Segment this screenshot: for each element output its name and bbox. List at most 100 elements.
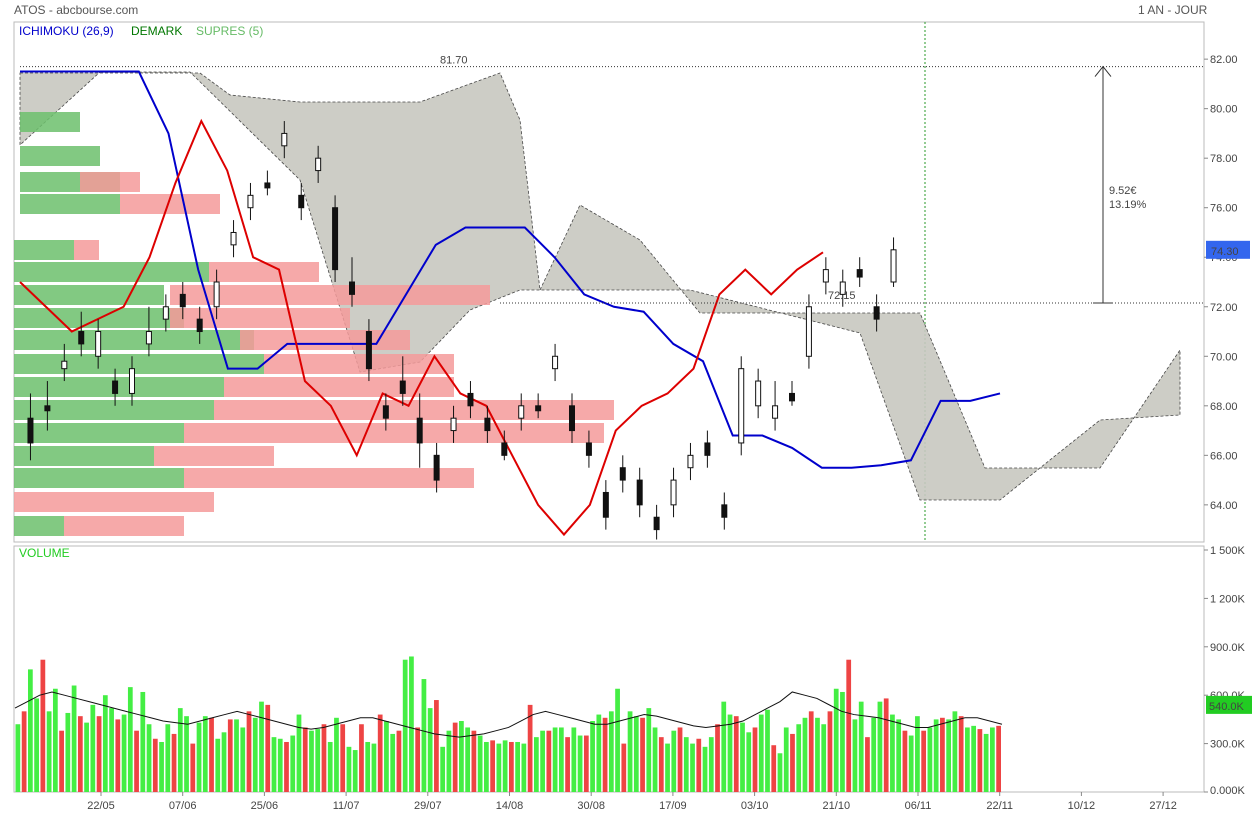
- volume-bar: [96, 716, 102, 792]
- supres-bar: [64, 516, 184, 536]
- candle-body: [501, 442, 508, 456]
- candle-body: [518, 405, 525, 419]
- volume-bar: [852, 719, 858, 792]
- volume-bar: [665, 743, 670, 792]
- date-tick-label: 10/12: [1068, 800, 1096, 812]
- supres-bar: [184, 468, 474, 488]
- high-level-label: 81.70: [440, 55, 468, 67]
- candle-body: [721, 504, 728, 518]
- volume-bar: [271, 737, 277, 792]
- last-volume-badge: [1206, 695, 1252, 714]
- volume-bar: [134, 730, 139, 792]
- volume-bar: [690, 743, 695, 792]
- volume-bar: [365, 741, 371, 792]
- supres-bar: [14, 400, 214, 420]
- candle-body: [27, 417, 34, 444]
- supres-bar: [14, 377, 224, 397]
- volume-bar: [302, 727, 308, 792]
- volume-tick-label: 300.0K: [1210, 739, 1246, 751]
- candle-body: [670, 479, 677, 506]
- volume-bar: [127, 687, 133, 792]
- candle-body: [95, 331, 102, 357]
- volume-bar: [608, 711, 614, 792]
- date-tick-label: 03/10: [741, 800, 769, 812]
- candle-body: [755, 380, 762, 407]
- volume-bar: [352, 750, 358, 792]
- volume-bar: [152, 738, 158, 792]
- supres-bar: [74, 240, 99, 260]
- volume-bar: [159, 741, 164, 792]
- candle-body: [653, 516, 660, 531]
- volume-bar: [59, 730, 64, 792]
- volume-bar: [121, 714, 127, 792]
- volume-bar: [21, 711, 27, 792]
- volume-bar: [996, 725, 1001, 792]
- candle-body: [315, 157, 322, 172]
- candle-body: [585, 442, 592, 456]
- legend-supres[interactable]: SUPRES (5): [196, 24, 264, 38]
- candle-body: [332, 207, 339, 271]
- legend-volume[interactable]: VOLUME: [19, 546, 70, 560]
- volume-bar: [971, 725, 977, 792]
- volume-bar: [421, 679, 427, 792]
- date-tick-label: 22/11: [986, 800, 1013, 812]
- volume-bar: [933, 719, 939, 792]
- volume-bar: [409, 656, 414, 792]
- volume-bar: [396, 730, 402, 792]
- candle-body: [145, 331, 152, 345]
- indicator-lines: [19, 70, 1001, 537]
- volume-tick-label: 900.0K: [1210, 642, 1246, 654]
- volume-bar: [102, 695, 108, 792]
- volume-bars: [14, 656, 1003, 792]
- supres-bar: [214, 400, 614, 420]
- volume-bar: [883, 698, 889, 792]
- volume-bar: [490, 740, 496, 792]
- candle-body: [552, 355, 559, 370]
- volume-bar: [521, 743, 527, 792]
- volume-bar: [377, 714, 383, 792]
- volume-bar: [727, 714, 733, 792]
- volume-bar: [977, 729, 983, 792]
- volume-bar: [621, 743, 627, 792]
- candle-body: [687, 454, 694, 469]
- volume-bar: [558, 727, 564, 792]
- volume-bar: [502, 740, 508, 792]
- candle-body: [382, 405, 389, 419]
- range-arrow-head: [1094, 65, 1112, 77]
- volume-bar: [34, 698, 39, 792]
- volume-bar: [846, 659, 852, 792]
- candle-body: [78, 331, 85, 345]
- volume-bar: [758, 714, 764, 792]
- volume-tick-label: 1 500K: [1210, 545, 1246, 557]
- volume-bar: [446, 730, 452, 792]
- volume-bar: [177, 708, 183, 792]
- period-label[interactable]: 1 AN - JOUR: [1138, 3, 1208, 17]
- supres-bar: [14, 285, 164, 305]
- volume-bar: [165, 724, 171, 792]
- volume-bar: [415, 727, 421, 792]
- candle-body: [789, 392, 795, 402]
- candle-body: [433, 454, 440, 481]
- price-levels: 81.70 72.15 9.52€ 13.19%: [20, 55, 1204, 304]
- candle-body: [704, 442, 711, 456]
- range-diff-pct: 13.19%: [1109, 199, 1147, 211]
- supres-bar: [224, 377, 454, 397]
- legend-ichimoku[interactable]: ICHIMOKU (26,9): [19, 24, 114, 38]
- volume-tick-label: 1 200K: [1210, 593, 1246, 605]
- supres-bar: [14, 492, 214, 512]
- volume-bar: [708, 737, 714, 792]
- volume-bar: [290, 735, 296, 792]
- volume-bar: [315, 729, 321, 792]
- volume-bar: [940, 717, 945, 792]
- volume-bar: [215, 738, 221, 792]
- volume-bar: [240, 727, 246, 792]
- legend-demark[interactable]: DEMARK: [131, 24, 183, 38]
- supres-bar: [209, 262, 319, 282]
- volume-bar: [552, 727, 558, 792]
- price-tick-label: 64.00: [1210, 500, 1238, 512]
- volume-bar: [459, 721, 464, 792]
- value-badges: 74.30 540.0K: [1206, 240, 1252, 714]
- price-tick-label: 68.00: [1210, 401, 1238, 413]
- supres-bar: [170, 285, 490, 305]
